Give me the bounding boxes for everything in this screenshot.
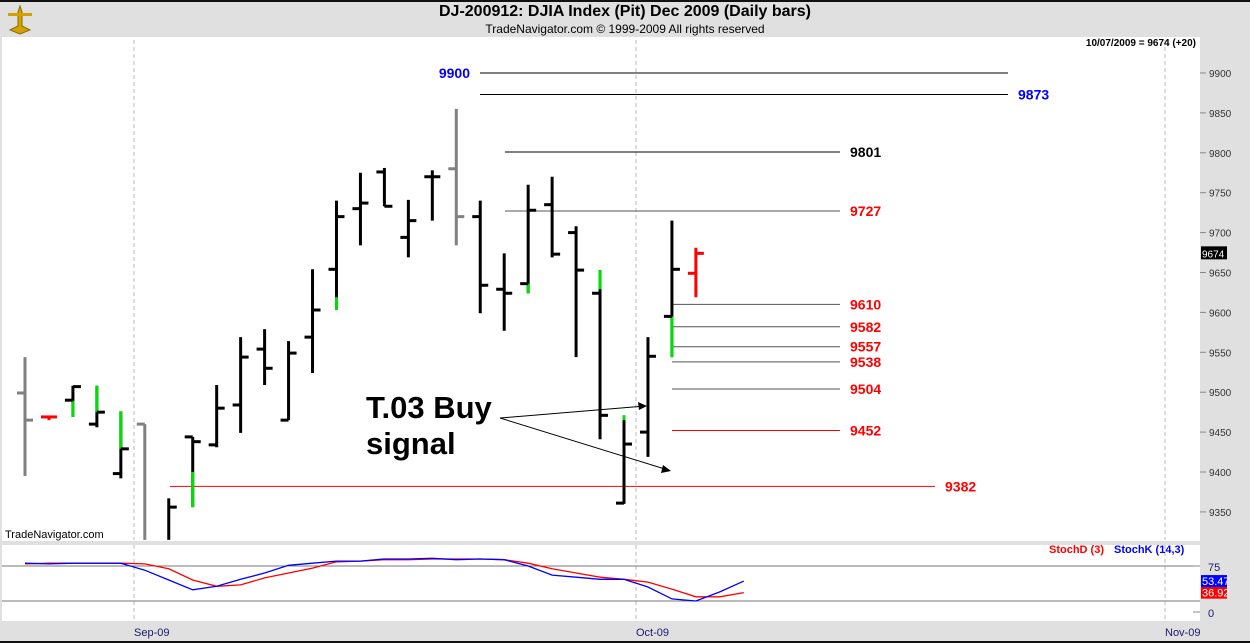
level-label-9538: 9538 — [850, 354, 881, 370]
legend-stochd: StochD (3) — [1049, 544, 1104, 556]
bottom-border — [0, 641, 1250, 643]
annotation-line-2: signal — [366, 426, 456, 461]
legend-stochk: StochK (14,3) — [1114, 544, 1185, 556]
y-tick-label: 9700 — [1209, 229, 1232, 240]
arrow-line — [499, 405, 646, 419]
level-label-9504: 9504 — [850, 381, 881, 397]
level-label-9801: 9801 — [850, 144, 881, 160]
stoch-value-marker — [1201, 586, 1227, 599]
y-tick-label: 9600 — [1209, 308, 1232, 319]
current-price-label: 9674 — [1202, 249, 1225, 260]
level-label-9382: 9382 — [945, 478, 976, 494]
y-tick-label: 9450 — [1209, 428, 1232, 439]
stoch-tick-label: 75 — [1208, 562, 1220, 574]
y-tick-label: 9900 — [1209, 69, 1232, 80]
arrow-head-icon — [638, 402, 647, 410]
stoch-value-marker — [1201, 575, 1227, 588]
trade-navigator-logo-icon — [8, 4, 32, 35]
level-label-9873: 9873 — [1018, 87, 1049, 103]
stoch-tick-label: 0 — [1208, 608, 1214, 620]
chart-title: DJ-200912: DJIA Index (Pit) Dec 2009 (Da… — [438, 3, 811, 20]
last-price-info: 10/07/2009 = 9674 (+20) — [1085, 38, 1196, 49]
y-tick-label: 9350 — [1209, 508, 1232, 519]
y-tick-label: 9550 — [1209, 348, 1232, 359]
top-border — [0, 0, 1250, 2]
stoch-value-label: 36.92 — [1202, 588, 1230, 600]
annotation-line-1: T.03 Buy — [366, 390, 492, 425]
current-price-marker — [1201, 246, 1227, 260]
buy-signal-annotation: T.03 Buy signal — [366, 390, 492, 462]
x-tick-label: Oct-09 — [636, 627, 669, 639]
stoch-series-k — [24, 557, 745, 602]
copyright: TradeNavigator.com © 1999-2009 All right… — [485, 22, 765, 36]
y-tick-label: 9750 — [1209, 189, 1232, 200]
arrow-head-icon — [661, 465, 671, 473]
level-label-9557: 9557 — [850, 339, 881, 355]
stoch-series-d — [24, 558, 744, 598]
level-label-9452: 9452 — [850, 423, 881, 439]
x-tick-label: Nov-09 — [1165, 627, 1200, 639]
y-tick-label: 9800 — [1209, 149, 1232, 160]
y-tick-label: 9400 — [1209, 468, 1232, 479]
level-label-9900: 9900 — [439, 65, 470, 81]
level-label-9610: 9610 — [850, 296, 881, 312]
level-label-9727: 9727 — [850, 203, 881, 219]
y-tick-label: 9650 — [1209, 269, 1232, 280]
y-tick-label: 9500 — [1209, 388, 1232, 399]
x-tick-label: Sep-09 — [134, 627, 169, 639]
level-label-9582: 9582 — [850, 319, 881, 335]
arrow-line — [499, 417, 669, 471]
y-tick-label: 9850 — [1209, 109, 1232, 120]
stoch-value-label: 53.47 — [1202, 576, 1230, 588]
watermark: TradeNavigator.com — [5, 529, 104, 541]
